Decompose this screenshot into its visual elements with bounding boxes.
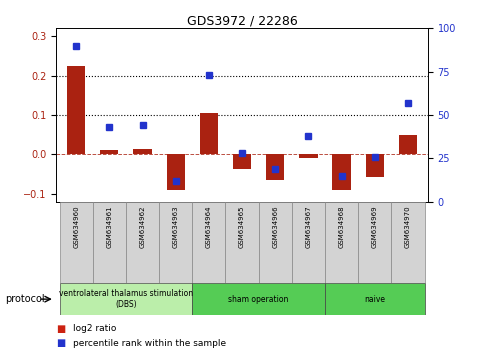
Text: GSM634967: GSM634967 — [305, 205, 311, 248]
Bar — [159, 202, 192, 283]
Bar — [199, 113, 218, 154]
Bar — [93, 202, 125, 283]
Text: GSM634966: GSM634966 — [272, 205, 278, 248]
Text: ■: ■ — [56, 338, 65, 348]
Text: GSM634962: GSM634962 — [139, 205, 145, 247]
Bar — [390, 202, 424, 283]
Bar — [325, 202, 357, 283]
Bar — [166, 154, 184, 190]
Text: ventrolateral thalamus stimulation
(DBS): ventrolateral thalamus stimulation (DBS) — [59, 290, 193, 309]
Text: log2 ratio: log2 ratio — [73, 324, 117, 333]
Text: GSM634965: GSM634965 — [239, 205, 244, 247]
Bar — [67, 66, 85, 154]
Text: ■: ■ — [56, 324, 65, 333]
Text: naive: naive — [364, 295, 385, 304]
Bar — [291, 202, 325, 283]
Bar — [357, 202, 390, 283]
Bar — [398, 135, 416, 154]
Bar — [225, 202, 258, 283]
Text: GSM634960: GSM634960 — [73, 205, 79, 248]
Bar — [133, 149, 151, 154]
Bar — [100, 150, 118, 154]
Text: GSM634968: GSM634968 — [338, 205, 344, 248]
Text: GSM634970: GSM634970 — [404, 205, 410, 248]
Text: GSM634963: GSM634963 — [172, 205, 178, 248]
Text: percentile rank within the sample: percentile rank within the sample — [73, 339, 226, 348]
Bar — [265, 154, 284, 180]
Bar — [365, 154, 383, 177]
Bar — [258, 202, 291, 283]
Bar — [232, 154, 251, 170]
Bar — [125, 202, 159, 283]
Title: GDS3972 / 22286: GDS3972 / 22286 — [186, 14, 297, 27]
Text: sham operation: sham operation — [228, 295, 288, 304]
Bar — [192, 202, 225, 283]
Text: GSM634961: GSM634961 — [106, 205, 112, 248]
Bar — [60, 202, 93, 283]
Bar — [192, 283, 325, 315]
Bar — [299, 154, 317, 158]
Bar — [60, 283, 192, 315]
Text: GSM634969: GSM634969 — [371, 205, 377, 248]
Bar — [325, 283, 424, 315]
Bar — [332, 154, 350, 190]
Text: GSM634964: GSM634964 — [205, 205, 211, 247]
Text: protocol: protocol — [5, 294, 44, 304]
